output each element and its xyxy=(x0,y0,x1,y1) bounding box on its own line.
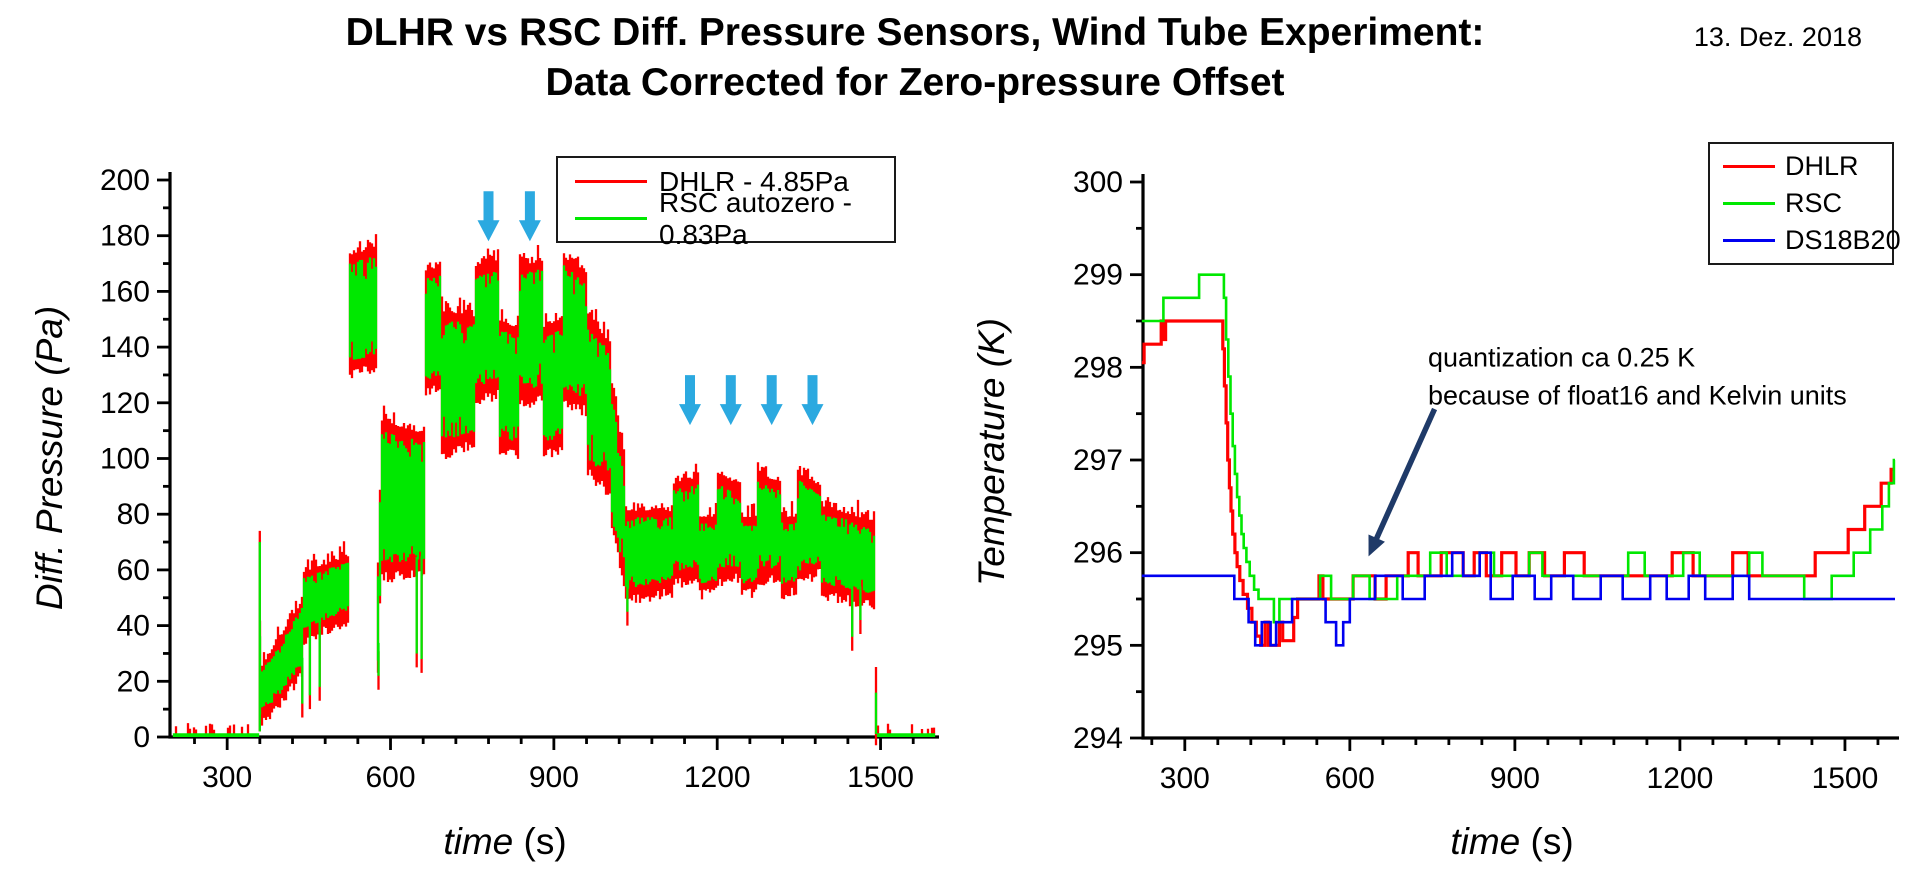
svg-text:200: 200 xyxy=(100,164,150,197)
svg-text:600: 600 xyxy=(365,761,415,794)
figure-date: 13. Dez. 2018 xyxy=(1693,22,1862,52)
pressure-plot-ticks xyxy=(157,178,915,750)
svg-text:900: 900 xyxy=(529,761,579,794)
svg-text:297: 297 xyxy=(1073,444,1123,477)
svg-text:0: 0 xyxy=(133,721,150,754)
figure-title: DLHR vs RSC Diff. Pressure Sensors, Wind… xyxy=(0,8,1830,108)
svg-text:300: 300 xyxy=(1073,166,1123,199)
svg-text:900: 900 xyxy=(1490,762,1540,795)
legend-label: DHLR - 4.85Pa xyxy=(659,165,849,197)
svg-text:1500: 1500 xyxy=(1812,762,1879,795)
legend-item: DHLR xyxy=(1710,148,1892,185)
svg-text:120: 120 xyxy=(100,387,150,420)
svg-text:20: 20 xyxy=(117,665,150,698)
legend-label: DHLR xyxy=(1785,151,1859,181)
svg-text:298: 298 xyxy=(1073,351,1123,384)
marker-arrow-icon xyxy=(477,191,500,242)
svg-text:160: 160 xyxy=(100,275,150,308)
right-plot-legend: DHLR RSC DS18B20 xyxy=(1708,142,1901,265)
svg-text:40: 40 xyxy=(117,610,150,643)
pressure-plot-tick-labels: 300 600 900 1200 1500 0 20 40 60 80 100 120 140 160 18… xyxy=(100,164,914,794)
series-ds18b20 xyxy=(1141,551,1895,647)
legend-item: DHLR - 4.85Pa xyxy=(558,163,894,200)
quantization-annotation: quantization ca 0.25 K because of float16… xyxy=(1368,342,1847,557)
svg-text:296: 296 xyxy=(1073,537,1123,570)
right-x-title-unit: (s) xyxy=(1520,821,1574,862)
svg-text:300: 300 xyxy=(202,761,252,794)
svg-text:294: 294 xyxy=(1073,722,1123,755)
left-plot-legend: DHLR - 4.85Pa RSC autozero - 0.83Pa xyxy=(556,156,896,250)
temperature-plot-tick-labels: 300 600 900 1200 1500 294 295 296 297 298 299 300 xyxy=(1073,166,1878,795)
svg-text:140: 140 xyxy=(100,331,150,364)
svg-text:60: 60 xyxy=(117,554,150,587)
legend-label: RSC autozero - 0.83Pa xyxy=(659,186,852,250)
svg-text:80: 80 xyxy=(117,498,150,531)
annotation-text-line: because of float16 and Kelvin units xyxy=(1428,380,1847,410)
series-rsc xyxy=(1141,273,1896,624)
marker-arrow-icon xyxy=(518,191,541,242)
svg-text:295: 295 xyxy=(1073,629,1123,662)
legend-line-ds18b20 xyxy=(1723,239,1775,242)
marker-arrow-icon xyxy=(679,375,701,426)
svg-text:180: 180 xyxy=(100,220,150,253)
left-x-title-time: time xyxy=(443,821,514,862)
svg-text:100: 100 xyxy=(100,443,150,476)
temperature-plot-ticks xyxy=(1130,180,1880,751)
right-x-title-time: time xyxy=(1450,821,1521,862)
svg-text:299: 299 xyxy=(1073,259,1123,292)
annotation-arrow-shaft xyxy=(1372,407,1438,543)
annotation-arrowhead-icon xyxy=(1368,534,1385,557)
svg-text:1200: 1200 xyxy=(684,761,751,794)
svg-text:300: 300 xyxy=(1160,762,1210,795)
right-plot-y-axis-title: Temperature (K) xyxy=(971,317,1012,587)
legend-line-rsc-autozero xyxy=(575,217,647,220)
legend-line-dhlr-temp xyxy=(1723,165,1775,168)
marker-arrow-icon xyxy=(719,375,742,426)
left-plot-y-axis-title: Diff. Pressure (Pa) xyxy=(29,305,70,611)
left-plot-x-axis-title: time (s) xyxy=(443,821,566,863)
legend-item: RSC xyxy=(1710,185,1892,222)
marker-arrow-icon xyxy=(760,375,783,426)
legend-line-rsc-temp xyxy=(1723,202,1775,205)
legend-item: RSC autozero - 0.83Pa xyxy=(558,187,894,250)
rsc-pressure-trace xyxy=(172,257,936,737)
figure-title-line2: Data Corrected for Zero-pressure Offset xyxy=(545,61,1285,104)
legend-item: DS18B20 xyxy=(1710,222,1901,259)
right-plot-x-axis-title: time (s) xyxy=(1450,821,1573,863)
marker-arrow-icon xyxy=(801,375,824,426)
annotation-text-line: quantization ca 0.25 K xyxy=(1428,342,1695,372)
legend-line-dhlr-pressure xyxy=(575,180,647,183)
svg-text:1500: 1500 xyxy=(847,761,914,794)
svg-text:1200: 1200 xyxy=(1647,762,1714,795)
figure-title-line1: DLHR vs RSC Diff. Pressure Sensors, Wind… xyxy=(345,11,1485,54)
legend-label: RSC xyxy=(1785,188,1843,218)
pressure-plot: 300 600 900 1200 1500 0 20 40 60 80 100 120 140 160 18… xyxy=(100,164,939,794)
svg-text:600: 600 xyxy=(1325,762,1375,795)
legend-label: DS18B20 xyxy=(1785,225,1901,255)
left-x-title-unit: (s) xyxy=(513,821,567,862)
temperature-plot: 300 600 900 1200 1500 294 295 296 297 298 299 300 qu… xyxy=(1073,166,1899,795)
